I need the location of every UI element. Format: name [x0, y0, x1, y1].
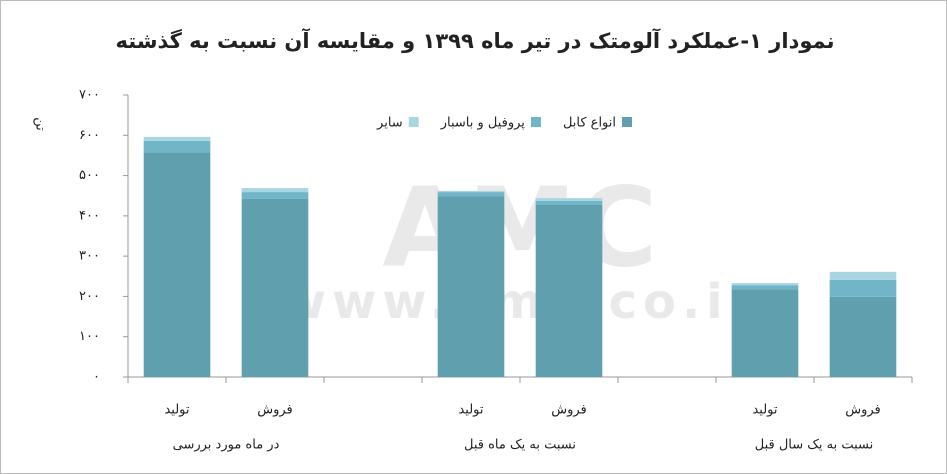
bar-segment — [143, 140, 211, 153]
y-tick-label: ۱۰۰ — [79, 329, 100, 344]
watermark: www.amc-co.ir — [282, 274, 759, 330]
bar-segment — [535, 198, 603, 201]
legend-label: پروفیل و باسبار — [440, 116, 526, 131]
group-label: نسبت به یک ماه قبل — [464, 438, 576, 453]
bar-segment — [535, 200, 603, 205]
legend-swatch — [622, 117, 632, 127]
legend-swatch — [408, 117, 419, 127]
y-tick-label: ۵۰۰ — [79, 168, 100, 183]
bar-segment — [437, 196, 505, 377]
y-tick-label: ۶۰۰ — [79, 128, 100, 143]
y-tick-label: ۳۰۰ — [79, 249, 100, 264]
bar-segment — [143, 136, 211, 141]
bar-segment — [143, 152, 211, 377]
bar-segment — [829, 279, 897, 297]
bar-segment — [731, 289, 799, 377]
bar-segment — [731, 283, 799, 286]
bar-segment — [731, 285, 799, 290]
bar-segment — [437, 192, 505, 197]
legend-label: سایر — [376, 116, 403, 131]
bar-segment — [535, 204, 603, 377]
legend-swatch — [530, 117, 541, 127]
y-tick-label: ۲۰۰ — [79, 289, 100, 304]
chart-title: نمودار ۱-عملکرد آلومتک در تیر ماه ۱۳۹۹ و… — [116, 28, 835, 53]
bar-segment — [437, 190, 505, 193]
y-axis-label: تن — [33, 117, 48, 131]
x-tick-label: تولید — [752, 403, 777, 418]
bar-segment — [829, 271, 897, 280]
bar-segment — [241, 198, 309, 377]
x-tick-label: فروش — [257, 403, 293, 418]
x-tick-label: فروش — [845, 403, 881, 418]
x-tick-label: تولید — [164, 403, 189, 418]
bar-segment — [829, 296, 897, 377]
bar-segment — [241, 192, 309, 199]
y-tick-label: ۴۰۰ — [79, 208, 100, 223]
watermark: AMC — [382, 163, 657, 291]
group-label: نسبت به یک سال قبل — [755, 438, 874, 453]
group-label: در ماه مورد بررسی — [173, 438, 280, 453]
x-tick-label: تولید — [458, 403, 483, 418]
legend: انواع کابل پروفیل و باسبار سایر — [376, 116, 632, 131]
y-tick-label: ۷۰۰ — [79, 88, 100, 103]
y-tick-label: ۰ — [93, 370, 100, 385]
bar-segment — [241, 188, 309, 193]
x-tick-label: فروش — [551, 403, 587, 418]
legend-label: انواع کابل — [563, 116, 616, 131]
